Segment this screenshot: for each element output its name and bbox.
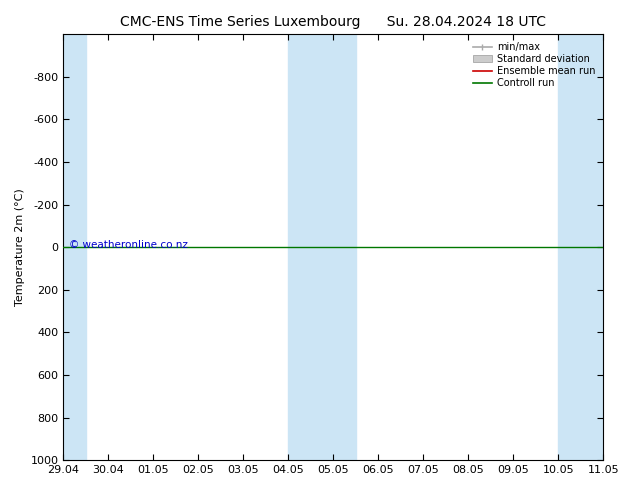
Text: © weatheronline.co.nz: © weatheronline.co.nz [69, 240, 188, 250]
Title: CMC-ENS Time Series Luxembourg      Su. 28.04.2024 18 UTC: CMC-ENS Time Series Luxembourg Su. 28.04… [120, 15, 547, 29]
Bar [288, 34, 333, 460]
Legend: min/max, Standard deviation, Ensemble mean run, Controll run: min/max, Standard deviation, Ensemble me… [470, 39, 598, 91]
Bar [558, 34, 603, 460]
Y-axis label: Temperature 2m (°C): Temperature 2m (°C) [15, 188, 25, 306]
Bar [333, 34, 356, 460]
Bar [63, 34, 86, 460]
